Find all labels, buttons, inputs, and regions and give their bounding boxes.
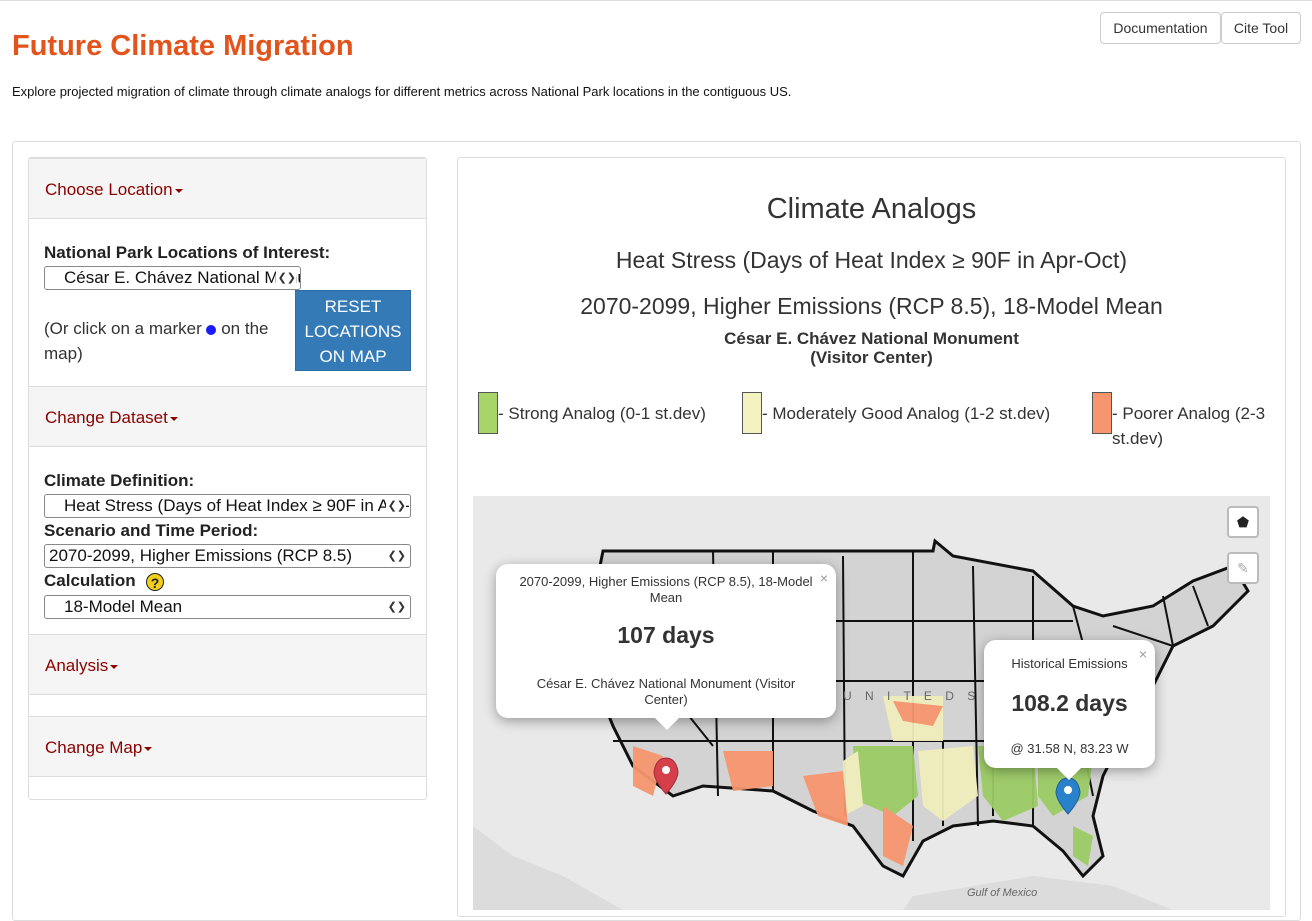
historical-popup-header: Historical Emissions	[1011, 656, 1128, 671]
calculation-value: 18-Model Mean	[64, 597, 183, 616]
future-popup-place: César E. Chávez National Monument (Visit…	[536, 676, 796, 707]
cite-tool-button[interactable]: Cite Tool	[1221, 12, 1301, 44]
map-view[interactable]: U N I T E D S T A T E S Gulf of Mexico ⬟…	[473, 496, 1270, 910]
pentagon-icon: ⬟	[1236, 514, 1250, 530]
caret-down-icon	[169, 416, 178, 421]
legend-label-poorer-text: - Poorer Analog (2-3 st.dev)	[1112, 404, 1266, 448]
calculation-label: Calculation	[44, 571, 136, 590]
analysis-label: Analysis	[45, 656, 109, 675]
map-help-post: on the map)	[44, 319, 269, 363]
caret-down-icon	[144, 746, 153, 751]
edit-layers-button[interactable]: ✎	[1227, 552, 1259, 584]
choose-location-label: Choose Location	[45, 180, 173, 199]
reset-locations-button[interactable]: RESET LOCATIONS ON MAP	[295, 290, 411, 371]
legend-swatch-strong	[478, 392, 498, 434]
select-arrow-icon: ❮❯	[385, 596, 406, 618]
caret-down-icon	[174, 188, 183, 193]
historical-popup-coords: @ 31.58 N, 83.23 W	[1010, 741, 1129, 756]
map-subtitle-metric: Heat Stress (Days of Heat Index ≥ 90F in…	[615, 247, 1128, 273]
close-icon[interactable]: ×	[1138, 646, 1147, 662]
historical-popup-value: 108.2 days	[1011, 690, 1128, 716]
legend-swatch-poorer	[1092, 392, 1112, 434]
change-map-toggle[interactable]: Change Map	[29, 716, 426, 777]
map-park-name: César E. Chávez National Monument (Visit…	[458, 329, 1285, 367]
help-icon[interactable]: ?	[146, 573, 164, 591]
change-dataset-toggle[interactable]: Change Dataset	[29, 386, 426, 447]
future-popup: × 2070-2099, Higher Emissions (RCP 8.5),…	[496, 564, 836, 718]
climate-definition-select[interactable]: Heat Stress (Days of Heat Index ≥ 90F in…	[44, 494, 411, 518]
close-icon[interactable]: ×	[819, 570, 828, 586]
legend-swatch-moderate	[742, 392, 762, 434]
climate-definition-label: Climate Definition:	[44, 471, 195, 490]
page-description: Explore projected migration of climate t…	[12, 84, 792, 99]
historical-popup: × Historical Emissions 108.2 days @ 31.5…	[984, 640, 1155, 768]
climate-definition-value: Heat Stress (Days of Heat Index ≥ 90F in…	[64, 496, 411, 515]
park-select[interactable]: César E. Chávez National Monument (Visit…	[44, 266, 301, 290]
scenario-value: 2070-2099, Higher Emissions (RCP 8.5)	[49, 546, 352, 565]
legend-label-strong: - Strong Analog (0-1 st.dev)	[498, 404, 706, 423]
change-map-label: Change Map	[45, 738, 143, 757]
historical-popup-tip	[1057, 768, 1081, 780]
page-title: Future Climate Migration	[12, 30, 354, 62]
analysis-toggle[interactable]: Analysis	[29, 634, 426, 695]
select-arrow-icon: ❮❯	[275, 267, 296, 289]
change-dataset-label: Change Dataset	[45, 408, 168, 427]
draw-polygon-button[interactable]: ⬟	[1227, 506, 1259, 538]
scenario-select[interactable]: 2070-2099, Higher Emissions (RCP 8.5) ❮❯	[44, 544, 411, 568]
park-name-line2: (Visitor Center)	[810, 348, 933, 367]
marker-dot-icon	[206, 324, 217, 335]
documentation-button[interactable]: Documentation	[1100, 12, 1221, 44]
map-subtitle-scenario: 2070-2099, Higher Emissions (RCP 8.5), 1…	[580, 293, 1163, 319]
future-popup-header: 2070-2099, Higher Emissions (RCP 8.5), 1…	[519, 574, 813, 605]
park-name-line1: César E. Chávez National Monument	[724, 329, 1019, 348]
marker-red-icon[interactable]	[653, 757, 679, 795]
map-help-pre: (Or click on a marker	[44, 319, 202, 338]
marker-blue-icon[interactable]	[1055, 777, 1081, 815]
scenario-label: Scenario and Time Period:	[44, 521, 259, 540]
map-label-gulf: Gulf of Mexico	[967, 887, 1037, 899]
park-select-value: César E. Chávez National Monument (Visit…	[64, 268, 300, 287]
legend-label-poorer: - Poorer Analog (2-3 st.dev)	[1112, 401, 1272, 451]
select-arrow-icon: ❮❯	[385, 545, 406, 567]
map-help-text: (Or click on a marker on the map)	[44, 316, 294, 366]
legend-label-moderate: - Moderately Good Analog (1-2 st.dev)	[762, 404, 1051, 423]
edit-icon: ✎	[1237, 560, 1249, 576]
park-select-label: National Park Locations of Interest:	[44, 243, 331, 262]
calculation-select[interactable]: 18-Model Mean ❮❯	[44, 595, 411, 619]
choose-location-toggle[interactable]: Choose Location	[29, 158, 426, 219]
caret-down-icon	[110, 664, 119, 669]
select-arrow-icon: ❮❯	[385, 495, 406, 517]
future-popup-value: 107 days	[617, 622, 715, 648]
sidebar-panel	[28, 157, 427, 800]
map-title: Climate Analogs	[766, 193, 977, 225]
future-popup-tip	[655, 718, 679, 730]
